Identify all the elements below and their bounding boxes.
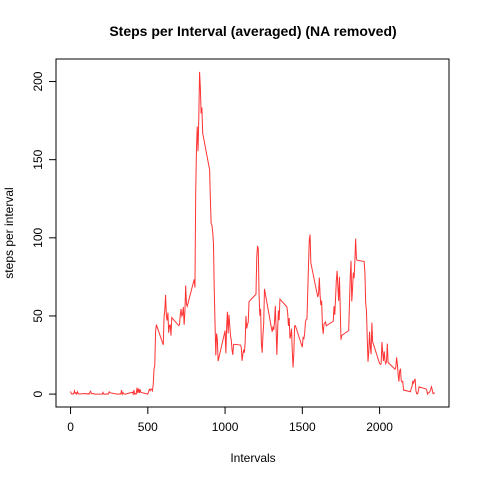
y-tick-label: 200 [31,71,45,91]
chart-title: Steps per Interval (averaged) (NA remove… [109,23,396,39]
x-axis-label: Intervals [230,451,275,465]
x-tick-label: 1500 [289,420,316,434]
x-tick-label: 1000 [212,420,239,434]
data-line [70,71,435,396]
plot-box [55,58,450,408]
y-axis-label: steps per interval [2,187,16,278]
y-tick-label: 100 [31,227,45,247]
y-tick-label: 50 [31,309,45,323]
x-tick-label: 0 [67,420,74,434]
x-tick-label: 500 [138,420,158,434]
y-tick-label: 150 [31,149,45,169]
y-tick-label: 0 [31,390,45,397]
x-tick-label: 2000 [366,420,393,434]
